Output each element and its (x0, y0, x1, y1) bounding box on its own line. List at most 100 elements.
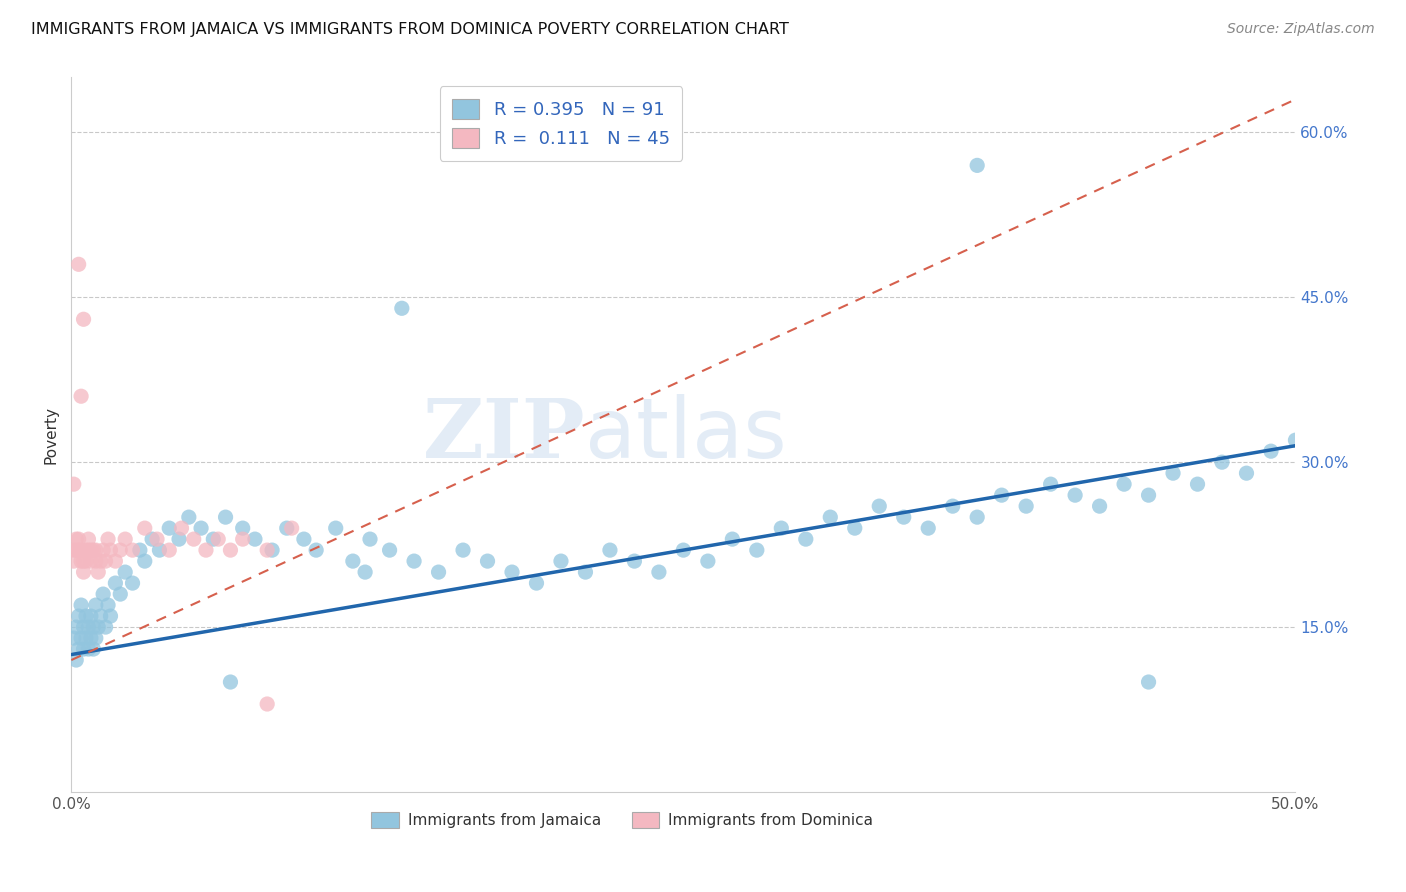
Point (75, 631, 97, 645)
Point (62, 543, 84, 558)
Point (1284, 433, 1306, 447)
Point (219, 675, 242, 690)
Point (110, 543, 132, 558)
Point (141, 532, 163, 546)
Point (84, 631, 107, 645)
Point (70, 554, 93, 568)
Point (148, 543, 170, 558)
Point (305, 543, 328, 558)
Point (359, 532, 381, 546)
Point (770, 521, 793, 535)
Point (177, 510, 200, 524)
Point (104, 576, 127, 591)
Point (696, 554, 718, 568)
Point (1064, 488, 1087, 502)
Point (276, 521, 298, 535)
Point (190, 521, 212, 535)
Text: IMMIGRANTS FROM JAMAICA VS IMMIGRANTS FROM DOMINICA POVERTY CORRELATION CHART: IMMIGRANTS FROM JAMAICA VS IMMIGRANTS FR… (31, 22, 789, 37)
Point (1211, 455, 1233, 469)
Point (599, 543, 621, 558)
Point (844, 521, 866, 535)
Point (67, 543, 90, 558)
Point (128, 543, 150, 558)
Point (526, 576, 548, 591)
Point (67, 532, 90, 546)
Point (80, 554, 103, 568)
Point (75, 543, 97, 558)
Point (94, 620, 117, 634)
Point (202, 532, 225, 546)
Text: atlas: atlas (585, 394, 787, 475)
Y-axis label: Poverty: Poverty (44, 406, 58, 464)
Point (70, 598, 93, 612)
Point (219, 543, 242, 558)
Point (146, 532, 169, 546)
Point (1137, 488, 1160, 502)
Point (65, 532, 87, 546)
Point (104, 554, 127, 568)
Point (325, 521, 347, 535)
Point (100, 609, 122, 624)
Point (84, 554, 107, 568)
Point (65, 653, 87, 667)
Point (84, 598, 107, 612)
Point (194, 543, 217, 558)
Point (1088, 499, 1111, 513)
Point (134, 554, 156, 568)
Point (67, 609, 90, 624)
Point (72, 312, 94, 326)
Point (262, 543, 284, 558)
Point (1260, 444, 1282, 458)
Point (97, 598, 120, 612)
Point (427, 565, 450, 579)
Point (256, 697, 278, 711)
Point (157, 543, 180, 558)
Point (80, 609, 103, 624)
Point (966, 158, 988, 172)
Legend: Immigrants from Jamaica, Immigrants from Dominica: Immigrants from Jamaica, Immigrants from… (366, 806, 879, 834)
Point (648, 565, 671, 579)
Point (280, 521, 302, 535)
Point (72, 642, 94, 657)
Point (77, 620, 100, 634)
Point (77, 532, 100, 546)
Point (167, 532, 190, 546)
Point (292, 532, 315, 546)
Point (745, 543, 768, 558)
Point (868, 499, 890, 513)
Point (72, 565, 94, 579)
Point (80, 631, 103, 645)
Point (342, 554, 364, 568)
Point (62, 477, 84, 491)
Point (1236, 466, 1258, 480)
Point (942, 499, 965, 513)
Point (256, 543, 278, 558)
Point (77, 642, 100, 657)
Point (501, 565, 523, 579)
Point (87, 620, 110, 634)
Point (477, 554, 499, 568)
Point (1137, 675, 1160, 690)
Point (70, 543, 93, 558)
Point (91, 543, 114, 558)
Point (157, 521, 180, 535)
Point (207, 532, 229, 546)
Point (672, 543, 695, 558)
Point (90, 609, 112, 624)
Point (354, 565, 377, 579)
Point (1015, 499, 1038, 513)
Point (70, 389, 93, 403)
Point (451, 543, 474, 558)
Point (1112, 477, 1135, 491)
Point (87, 565, 110, 579)
Text: ZIP: ZIP (423, 394, 585, 475)
Point (721, 532, 744, 546)
Point (65, 620, 87, 634)
Point (820, 510, 842, 524)
Point (75, 554, 97, 568)
Point (243, 532, 266, 546)
Point (110, 587, 132, 601)
Point (114, 532, 136, 546)
Point (550, 554, 572, 568)
Point (1161, 466, 1184, 480)
